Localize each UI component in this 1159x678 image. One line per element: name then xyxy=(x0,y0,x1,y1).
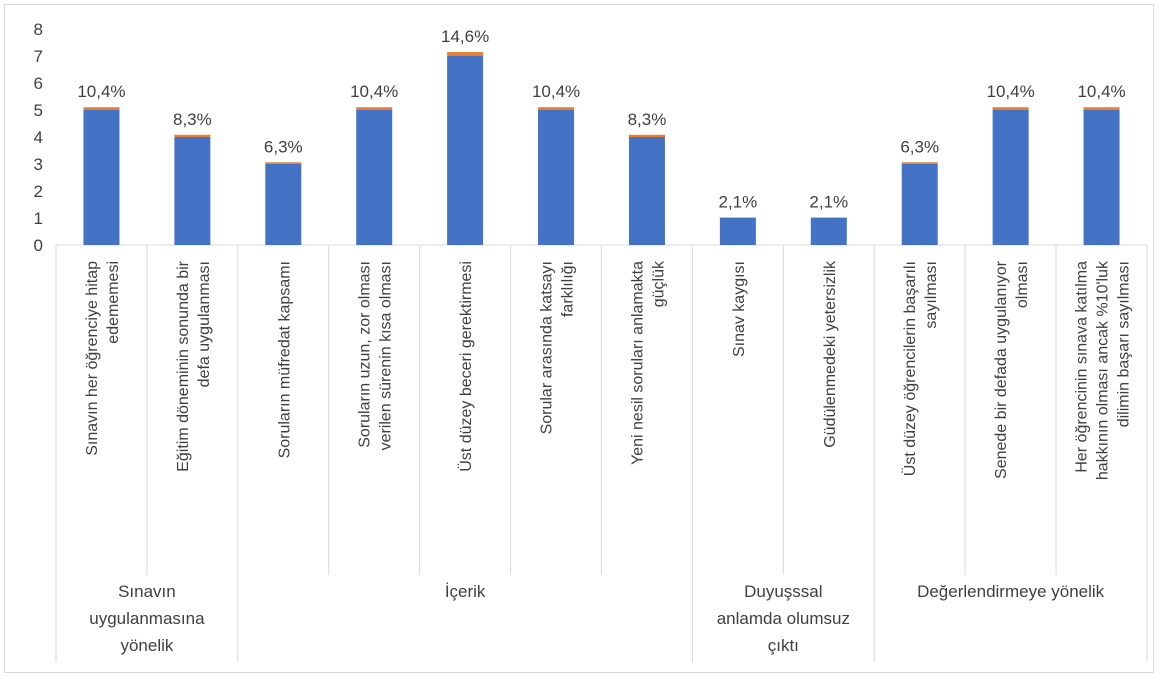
category-label: Güdülenmedeki yetersizlik xyxy=(822,260,839,448)
bar-series-1-5 xyxy=(447,56,483,245)
data-label: 6,3% xyxy=(264,137,303,156)
bar-series-2-9 xyxy=(811,217,847,218)
data-label: 6,3% xyxy=(900,137,939,156)
bar-series-1-12 xyxy=(1084,110,1120,245)
group-label: çıktı xyxy=(768,636,799,655)
bar-series-1-2 xyxy=(174,137,210,245)
category-label: Sorular arasında katsayı xyxy=(539,261,556,434)
bar-series-2-3 xyxy=(265,162,301,164)
category-label: defa uygulanması xyxy=(196,261,213,387)
y-tick-label: 1 xyxy=(34,209,43,228)
group-label: İçerik xyxy=(445,582,486,601)
chart-frame: 0 1 2 3 4 5 6 7 8 10,4% Sınavın her öğrenciye hita… xyxy=(4,4,1154,673)
bar-series-1-7 xyxy=(629,137,665,245)
bar-series-1-1 xyxy=(83,110,119,245)
category-label: dilimin başarı sayılması xyxy=(1116,261,1133,427)
bar-series-2-7 xyxy=(629,135,665,137)
category-label: Sınav kaygısı xyxy=(731,261,748,357)
category-label: hakkının olması ancak %10'luk xyxy=(1095,260,1112,480)
data-label: 10,4% xyxy=(532,82,580,101)
category-label: güçlük xyxy=(650,260,667,307)
bar-series-2-11 xyxy=(993,107,1029,110)
category-label: Üst düzey öğrencilerin başarılı xyxy=(901,261,919,476)
y-tick-label: 3 xyxy=(34,155,43,174)
category-label: olması xyxy=(1014,261,1031,308)
data-label: 10,4% xyxy=(77,82,125,101)
y-tick-label: 8 xyxy=(34,20,43,39)
y-tick-label: 2 xyxy=(34,182,43,201)
bar-chart: 0 1 2 3 4 5 6 7 8 10,4% Sınavın her öğrenciye hita… xyxy=(5,5,1155,674)
bar-series-2-8 xyxy=(720,217,756,218)
category-label: sayılması xyxy=(923,261,940,329)
group-label: Sınavın xyxy=(118,582,176,601)
bar-series-1-6 xyxy=(538,110,574,245)
bar-series-2-1 xyxy=(83,107,119,110)
category-label: Üst düzey beceri gerektirmesi xyxy=(457,261,475,472)
bar-series-2-12 xyxy=(1084,107,1120,110)
category-label: Senede bir defada uygulanıyor xyxy=(993,260,1010,479)
data-label: 10,4% xyxy=(350,82,398,101)
bar-series-2-5 xyxy=(447,52,483,56)
category-label: verilen sürenin kısa olması xyxy=(378,261,395,450)
group-label: anlamda olumsuz xyxy=(717,609,850,628)
y-tick-label: 5 xyxy=(34,101,43,120)
group-label: yönelik xyxy=(120,636,173,655)
bar-series-1-11 xyxy=(993,110,1029,245)
bar-series-2-10 xyxy=(902,162,938,164)
category-label: Yeni nesil soruları anlamakta xyxy=(629,261,646,465)
category-label: farklılığı xyxy=(560,261,577,317)
bar-series-1-4 xyxy=(356,110,392,245)
category-label: edememesi xyxy=(105,261,122,344)
data-label: 14,6% xyxy=(441,27,489,46)
bar-series-2-4 xyxy=(356,107,392,110)
data-label: 2,1% xyxy=(809,192,848,211)
bar-series-1-3 xyxy=(265,164,301,245)
category-label: Eğitim döneminin sonunda bir xyxy=(175,260,192,471)
group-label: Duyuşssal xyxy=(744,582,822,601)
group-label: uygulanmasına xyxy=(89,609,205,628)
category-label: Her öğrencinin sınava katılma xyxy=(1074,261,1091,473)
bar-series-1-8 xyxy=(720,218,756,245)
bar-series-2-6 xyxy=(538,107,574,110)
category-label: Soruların müfredat kapsamı xyxy=(276,261,293,458)
data-label: 8,3% xyxy=(173,110,212,129)
category-label: Sınavın her öğrenciye hitap xyxy=(84,261,101,456)
group-label: Değerlendirmeye yönelik xyxy=(917,582,1105,601)
data-label: 10,4% xyxy=(987,82,1035,101)
data-label: 8,3% xyxy=(628,110,667,129)
bar-series-2-2 xyxy=(174,135,210,137)
y-tick-label: 4 xyxy=(34,128,43,147)
bar-series-1-10 xyxy=(902,164,938,245)
data-label: 2,1% xyxy=(719,192,758,211)
y-tick-label: 0 xyxy=(34,236,43,255)
category-label: Soruların uzun, zor olması xyxy=(357,261,374,448)
y-tick-label: 6 xyxy=(34,74,43,93)
y-tick-label: 7 xyxy=(34,47,43,66)
data-label: 10,4% xyxy=(1077,82,1125,101)
bar-series-1-9 xyxy=(811,218,847,245)
